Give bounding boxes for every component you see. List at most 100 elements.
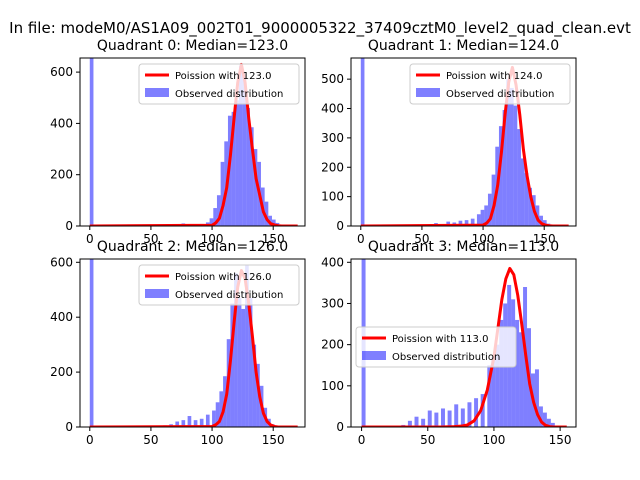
histogram-bar [253,149,258,226]
histogram-bar [517,129,521,226]
y-tick-label: 100 [321,190,344,204]
histogram-bar [212,410,216,427]
histogram-bar [509,87,514,226]
x-tick-label: 150 [262,232,285,246]
histogram-bar [248,297,253,427]
histogram-bar [474,398,479,427]
x-tick-label: 50 [414,232,429,246]
histogram-bar [215,402,220,427]
histogram-bar [199,418,204,427]
axes-frame [350,57,577,227]
legend-box [355,326,517,368]
y-tick-label: 200 [50,365,73,379]
histogram-bar [513,105,518,226]
histogram-bar [498,126,503,226]
histogram-bar [542,220,547,226]
histogram-bar [209,218,214,226]
legend-box [138,63,300,105]
x-tick-label: 150 [549,433,572,447]
x-tick-label: 150 [533,232,556,246]
poisson-curve [89,269,298,427]
x-tick-label: 100 [201,232,224,246]
histogram-bar [460,408,465,427]
x-tick-label: 100 [472,232,495,246]
histogram-bar [230,303,235,427]
histogram-bar [360,58,365,226]
legend-label-poisson: Poission with 124.0 [446,71,542,82]
histogram-bar [495,344,500,427]
legend-label-observed: Observed distribution [175,290,283,301]
x-tick-label: 0 [358,433,366,447]
histogram-bar [446,221,451,226]
histogram-bar [193,420,198,427]
histogram-bar [476,214,481,226]
y-tick-label: 400 [321,255,344,269]
y-tick-label: 0 [65,420,73,434]
legend: Poission with 123.0 Observed distribution [138,63,300,105]
histogram-bar [407,420,412,427]
histogram-bar [213,208,217,226]
histogram-bar [491,357,496,427]
plot-area [89,259,298,427]
legend: Poission with 124.0 Observed distribution [409,63,571,105]
histogram-bar [235,100,239,226]
y-tick-label: 300 [321,131,344,145]
x-tick-label: 0 [86,433,94,447]
histogram-bar [252,344,257,427]
y-tick-label: 600 [50,65,73,79]
panels: 0 50 100 150 0 200 400 600 Quadrant 0: Median=12… [50,38,577,447]
histogram-bar [499,319,504,427]
histogram-bar [219,391,224,427]
y-tick-label: 200 [321,160,344,174]
histogram-bar [216,195,221,226]
x-tick-label: 50 [420,433,435,447]
panel-quadrant-3: 0 50 100 150 0 100 200 300 400 Quadrant 3: Median… [321,239,577,447]
legend: Poission with 113.0 Observed distribution [355,326,517,368]
histogram-bar [515,319,520,427]
histogram-bar [414,416,419,427]
panel-quadrant-1: 0 50 100 150 0 100 200 300 400 500 Quadrant 1: Med… [321,38,577,246]
legend: Poission with 126.0 Observed distribution [138,264,300,306]
y-tick-label: 0 [65,219,73,233]
legend-bar-swatch [362,351,386,360]
legend-bar-swatch [145,289,169,298]
histogram-bar [89,259,94,427]
x-tick-label: 0 [357,232,365,246]
histogram-bar [434,412,439,427]
legend-label-poisson: Poission with 123.0 [175,71,271,82]
histogram-bar [539,215,543,226]
legend-label-observed: Observed distribution [392,352,500,363]
histogram-bar [487,193,492,226]
panel-title: Quadrant 2: Median=126.0 [97,239,288,255]
x-tick-label: 50 [143,232,158,246]
legend-box [138,264,300,306]
panel-quadrant-2: 0 50 100 150 0 200 400 600 Quadrant 2: Median=12… [50,239,306,447]
histogram-bar [484,205,488,226]
y-tick-label: 200 [50,168,73,182]
histogram-bar [234,273,238,427]
x-tick-label: 100 [482,433,505,447]
histogram-bar [245,265,249,427]
panel-title: Quadrant 1: Median=124.0 [368,38,559,54]
y-tick-label: 600 [50,255,73,269]
histogram-bar [491,174,496,226]
histogram-bar [454,404,459,427]
histogram-bar [506,79,510,226]
histogram-bar [519,332,524,427]
y-tick-label: 200 [321,338,344,352]
histogram-bar [89,58,94,226]
legend-box [409,63,571,105]
y-tick-label: 300 [321,296,344,310]
y-tick-label: 400 [50,310,73,324]
histogram-bar [447,410,452,427]
legend-label-observed: Observed distribution [175,89,283,100]
legend-bar-swatch [145,88,169,97]
y-tick-label: 400 [321,102,344,116]
histogram-bar [528,187,532,226]
histogram-bar [241,308,246,427]
x-tick-label: 50 [143,433,158,447]
histogram-bar [205,414,210,427]
histogram-bar [187,416,192,427]
histogram-bar [181,420,186,427]
